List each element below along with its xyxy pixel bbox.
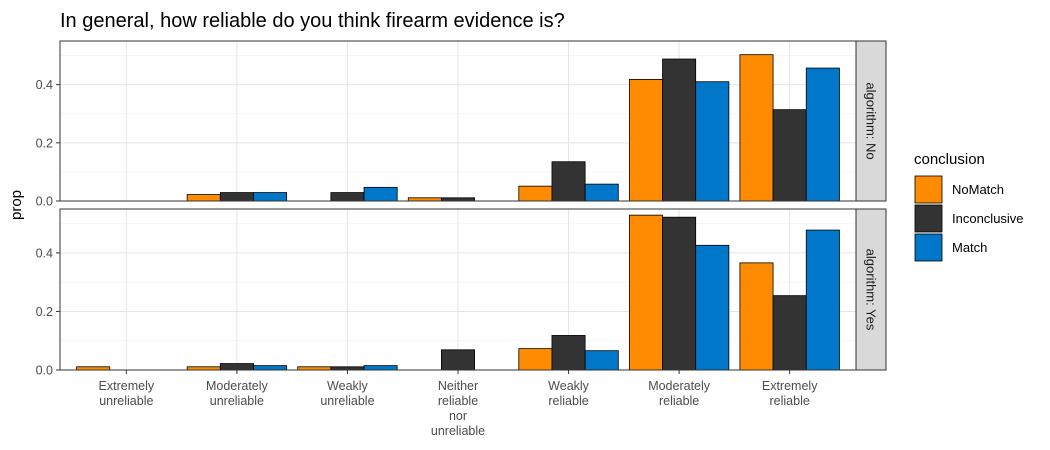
- bar-inconclusive-4: [441, 349, 475, 371]
- facet-strip-label: algorithm: No: [864, 82, 879, 159]
- legend-label-match: Match: [952, 240, 987, 255]
- bar-inconclusive-7: [772, 295, 807, 371]
- bar-nomatch-6: [628, 79, 663, 202]
- facet-strip-label: algorithm: Yes: [864, 249, 879, 331]
- bar-inconclusive-7: [772, 109, 807, 202]
- bar-inconclusive-2: [219, 192, 254, 202]
- y-tick-label: 0.0: [36, 364, 53, 378]
- legend-key-nomatch: [914, 175, 943, 204]
- x-tick-label: Moderately reliable: [648, 379, 711, 408]
- y-axis-title: prop: [8, 190, 25, 220]
- bar-nomatch-5: [518, 185, 553, 202]
- bar-match-5: [584, 350, 619, 371]
- bar-match-3: [363, 365, 398, 371]
- chart-title: In general, how reliable do you think fi…: [60, 10, 565, 32]
- y-tick-label: 0.4: [36, 78, 53, 92]
- bar-nomatch-6: [628, 214, 663, 371]
- y-tick-label: 0.0: [36, 195, 53, 209]
- bar-nomatch-7: [739, 262, 774, 371]
- x-tick-label: Weakly unreliable: [320, 379, 374, 408]
- bar-inconclusive-5: [551, 161, 586, 202]
- bar-match-5: [584, 183, 619, 202]
- legend-key-match: [914, 233, 943, 262]
- bar-inconclusive-6: [662, 216, 697, 371]
- bar-nomatch-5: [518, 348, 553, 371]
- legend-key-inconclusive: [914, 204, 943, 233]
- legend-label-inconclusive: Inconclusive: [952, 211, 1024, 226]
- bar-nomatch-7: [739, 54, 774, 202]
- x-tick-label: Moderately unreliable: [206, 379, 269, 408]
- x-axis: Extremely unreliable Moderately unreliable W…: [99, 370, 818, 438]
- bar-inconclusive-3: [330, 192, 365, 202]
- bar-match-7: [805, 67, 840, 202]
- bar-match-2: [253, 365, 288, 371]
- x-tick-label: Neither reliable nor unreliable: [431, 379, 485, 438]
- legend-title: conclusion: [914, 151, 985, 168]
- bar-match-2: [253, 192, 288, 202]
- legend: conclusion NoMatch Inconclusive Match: [914, 151, 1024, 262]
- y-tick-label: 0.4: [36, 246, 53, 260]
- x-tick-label: Weakly reliable: [548, 379, 590, 408]
- facet-strip: [855, 40, 887, 202]
- panel-2: 0.0 0.2 0.4 algorithm: Yes: [36, 208, 887, 378]
- panels: 0.0 0.2 0.4 algorithm: No 0.0 0.2 0.4 algorithm…: [36, 40, 887, 378]
- y-tick-label: 0.2: [36, 136, 53, 150]
- bar-nomatch-2: [186, 194, 221, 202]
- legend-label-nomatch: NoMatch: [952, 182, 1004, 197]
- facet-strip: [855, 208, 887, 371]
- panel-1: 0.0 0.2 0.4 algorithm: No: [36, 40, 887, 209]
- bar-inconclusive-6: [662, 58, 697, 202]
- bar-match-6: [695, 244, 730, 371]
- bar-match-6: [695, 81, 730, 202]
- bar-match-3: [363, 186, 398, 202]
- bar-inconclusive-5: [551, 335, 586, 371]
- x-tick-label: Extremely unreliable: [99, 379, 155, 408]
- x-tick-label: Extremely reliable: [762, 379, 818, 408]
- bar-match-7: [805, 229, 840, 371]
- y-tick-label: 0.2: [36, 305, 53, 319]
- bar-inconclusive-2: [219, 363, 254, 371]
